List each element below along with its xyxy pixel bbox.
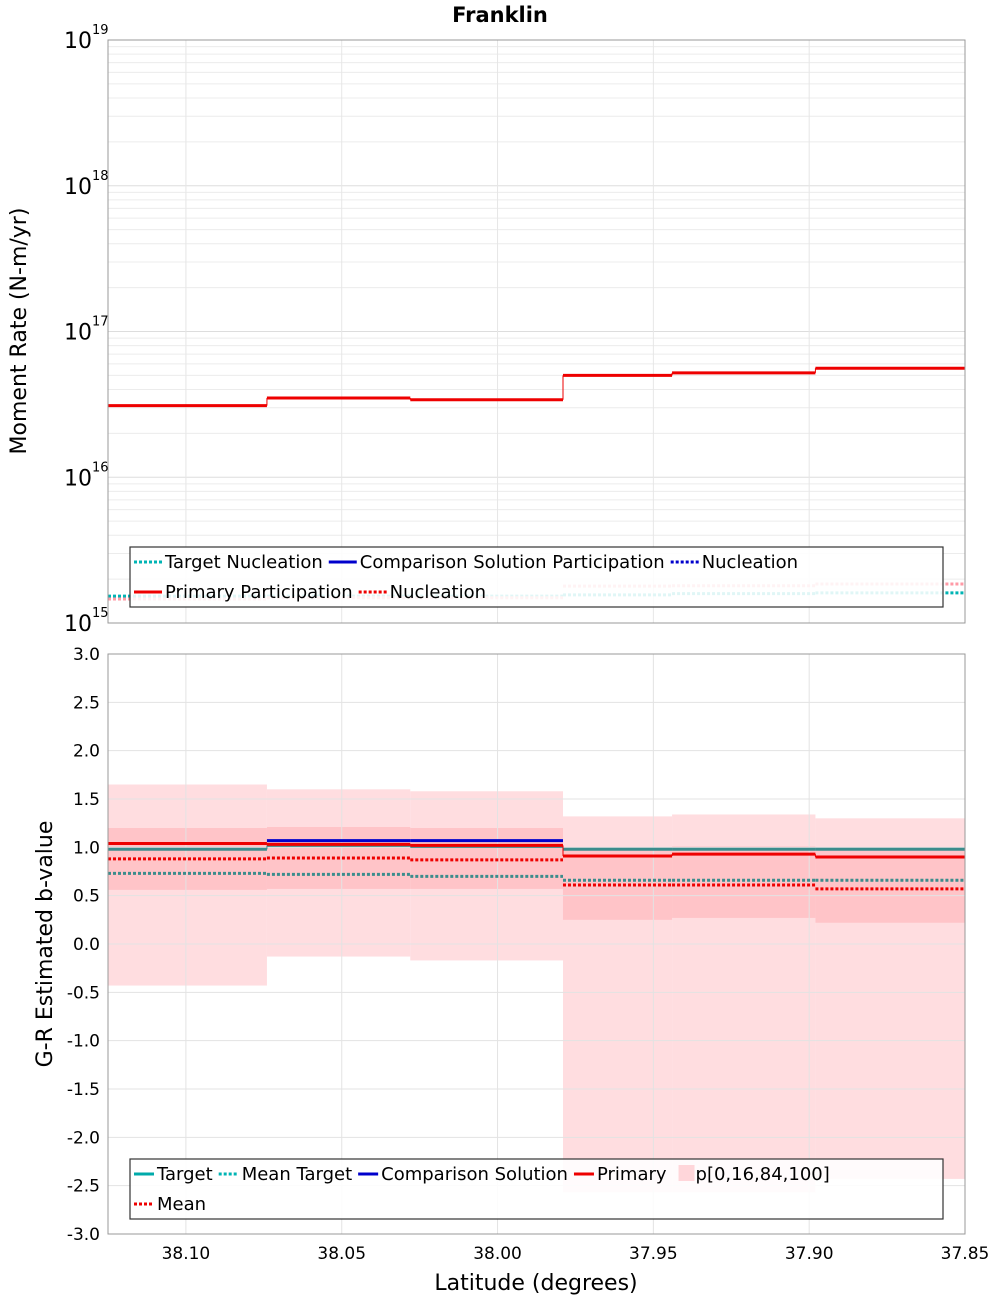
- legend-label: Mean Target: [242, 1164, 352, 1185]
- latitude-x-ticks: 38.10 38.05 38.00 37.95 37.90 37.85: [162, 1244, 990, 1264]
- legend-label: Target: [156, 1164, 213, 1185]
- y-tick-label-exponent: 17: [92, 315, 109, 330]
- b-value-y-ticks: -3.0 -2.5 -2.0 -1.5 -1.0 -0.5 0.0 0.5 1.0 1.5 2.0 2…: [67, 645, 100, 1245]
- b-value-plot-frame: [107, 653, 966, 1235]
- series-mean-target: [108, 871, 965, 882]
- y-tick-label-base: 10: [64, 175, 92, 200]
- chart-title: Franklin: [452, 3, 548, 27]
- legend-label: Comparison Solution Participation: [360, 552, 665, 573]
- y-tick-label: -0.5: [67, 983, 100, 1003]
- legend-label: Nucleation: [390, 582, 486, 603]
- latitude-x-axis-label: Latitude (degrees): [434, 1271, 637, 1296]
- y-tick-label-base: 10: [64, 321, 92, 346]
- y-tick-label-base: 10: [64, 466, 92, 491]
- legend-label: Mean: [157, 1194, 206, 1215]
- y-tick-label-exponent: 15: [92, 606, 109, 621]
- legend-item-p-0-16-84-100: p[0,16,84,100]: [678, 1164, 830, 1185]
- y-tick-label: 2.0: [73, 742, 100, 762]
- legend-label: Nucleation: [702, 552, 798, 573]
- legend-swatch: [678, 1165, 695, 1181]
- x-tick-label: 38.10: [162, 1244, 211, 1264]
- y-tick-label: -3.0: [67, 1225, 100, 1245]
- b-value-percentile-bands: [108, 784, 965, 1193]
- legend-item-nucleation: Nucleation: [670, 552, 798, 573]
- legend-item-nucleation: Nucleation: [358, 582, 486, 603]
- series-mean: [108, 856, 965, 891]
- legend-label: p[0,16,84,100]: [696, 1164, 830, 1185]
- y-tick-label: -2.0: [67, 1128, 100, 1148]
- legend-label: Comparison Solution: [381, 1164, 568, 1185]
- legend-label: Primary: [597, 1164, 667, 1185]
- legend-item-primary: Primary: [573, 1164, 667, 1185]
- moment-rate-legend: Target Nucleation Comparison Solution Par…: [129, 546, 944, 608]
- y-tick-label: 1.0: [73, 838, 100, 858]
- moment-rate-plot-frame: [107, 39, 966, 624]
- y-tick-label: 2.5: [73, 693, 100, 713]
- legend-item-comparison-solution: Comparison Solution: [358, 1164, 568, 1185]
- y-tick-label: -1.5: [67, 1080, 100, 1100]
- legend-frame: [129, 546, 944, 608]
- y-tick-label: 0.5: [73, 887, 100, 907]
- band-segment: [672, 846, 816, 918]
- y-tick-label: 0.0: [73, 935, 100, 955]
- b-value-series: [108, 839, 965, 891]
- legend-label: Primary Participation: [165, 582, 353, 603]
- series-primary-participation: [108, 366, 965, 408]
- legend-item-primary-participation: Primary Participation: [134, 582, 353, 603]
- legend-item-target-nucleation: Target Nucleation: [134, 552, 323, 573]
- y-tick-label-exponent: 16: [92, 460, 109, 475]
- y-tick-label: 1.5: [73, 790, 100, 810]
- legend-item-comparison-solution-participation: Comparison Solution Participation: [328, 552, 665, 573]
- x-tick-label: 37.90: [785, 1244, 834, 1264]
- b-value-y-axis-label: G-R Estimated b-value: [33, 821, 58, 1068]
- y-tick-label-exponent: 19: [92, 23, 109, 38]
- moment-rate-grid: [108, 39, 966, 624]
- y-tick-label-exponent: 18: [92, 169, 109, 184]
- legend-item-mean-target: Mean Target: [218, 1164, 352, 1185]
- x-tick-label: 38.05: [317, 1244, 366, 1264]
- y-tick-label: -1.0: [67, 1032, 100, 1052]
- y-tick-label-base: 10: [64, 612, 92, 637]
- x-tick-label: 37.95: [629, 1244, 678, 1264]
- b-value-panel: -3.0 -2.5 -2.0 -1.5 -1.0 -0.5 0.0 0.5 1.0 1.5 2.0 2…: [33, 645, 989, 1296]
- x-tick-label: 38.00: [473, 1244, 522, 1264]
- y-tick-label: 3.0: [73, 645, 100, 665]
- legend-item-mean: Mean: [134, 1194, 206, 1215]
- legend-label: Target Nucleation: [164, 552, 323, 573]
- series-primary: [108, 841, 965, 859]
- y-tick-label: -2.5: [67, 1177, 100, 1197]
- y-tick-label-base: 10: [64, 29, 92, 54]
- b-value-legend: Target Mean Target Comparison Solution Prim…: [129, 1158, 944, 1220]
- legend-item-target: Target: [134, 1164, 213, 1185]
- legend-frame: [129, 1158, 944, 1220]
- moment-rate-y-axis-label: Moment Rate (N-m/yr): [7, 208, 32, 455]
- band-segment: [815, 847, 965, 923]
- x-tick-label: 37.85: [941, 1244, 990, 1264]
